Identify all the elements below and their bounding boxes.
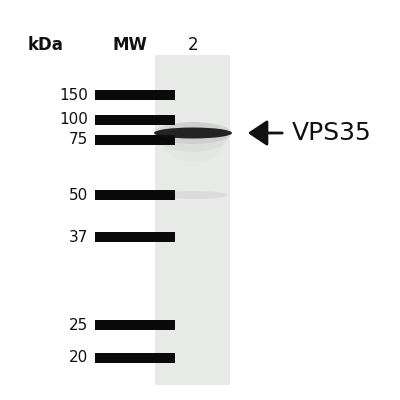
Text: kDa: kDa xyxy=(28,36,64,54)
Ellipse shape xyxy=(158,122,228,152)
Text: 150: 150 xyxy=(59,88,88,102)
Bar xyxy=(95,135,175,145)
Bar xyxy=(95,353,175,363)
Text: 100: 100 xyxy=(59,112,88,128)
Bar xyxy=(95,232,175,242)
Text: VPS35: VPS35 xyxy=(292,121,372,145)
Text: 37: 37 xyxy=(69,230,88,244)
Ellipse shape xyxy=(154,128,232,138)
Text: 20: 20 xyxy=(69,350,88,366)
Ellipse shape xyxy=(158,191,228,199)
Bar xyxy=(155,55,230,385)
Ellipse shape xyxy=(163,122,223,162)
Text: 50: 50 xyxy=(69,188,88,202)
Bar xyxy=(95,190,175,200)
Text: 75: 75 xyxy=(69,132,88,148)
Text: MW: MW xyxy=(112,36,148,54)
Text: 25: 25 xyxy=(69,318,88,332)
Bar xyxy=(95,115,175,125)
Ellipse shape xyxy=(154,122,232,144)
Bar xyxy=(95,90,175,100)
Text: 2: 2 xyxy=(188,36,198,54)
Bar xyxy=(95,320,175,330)
